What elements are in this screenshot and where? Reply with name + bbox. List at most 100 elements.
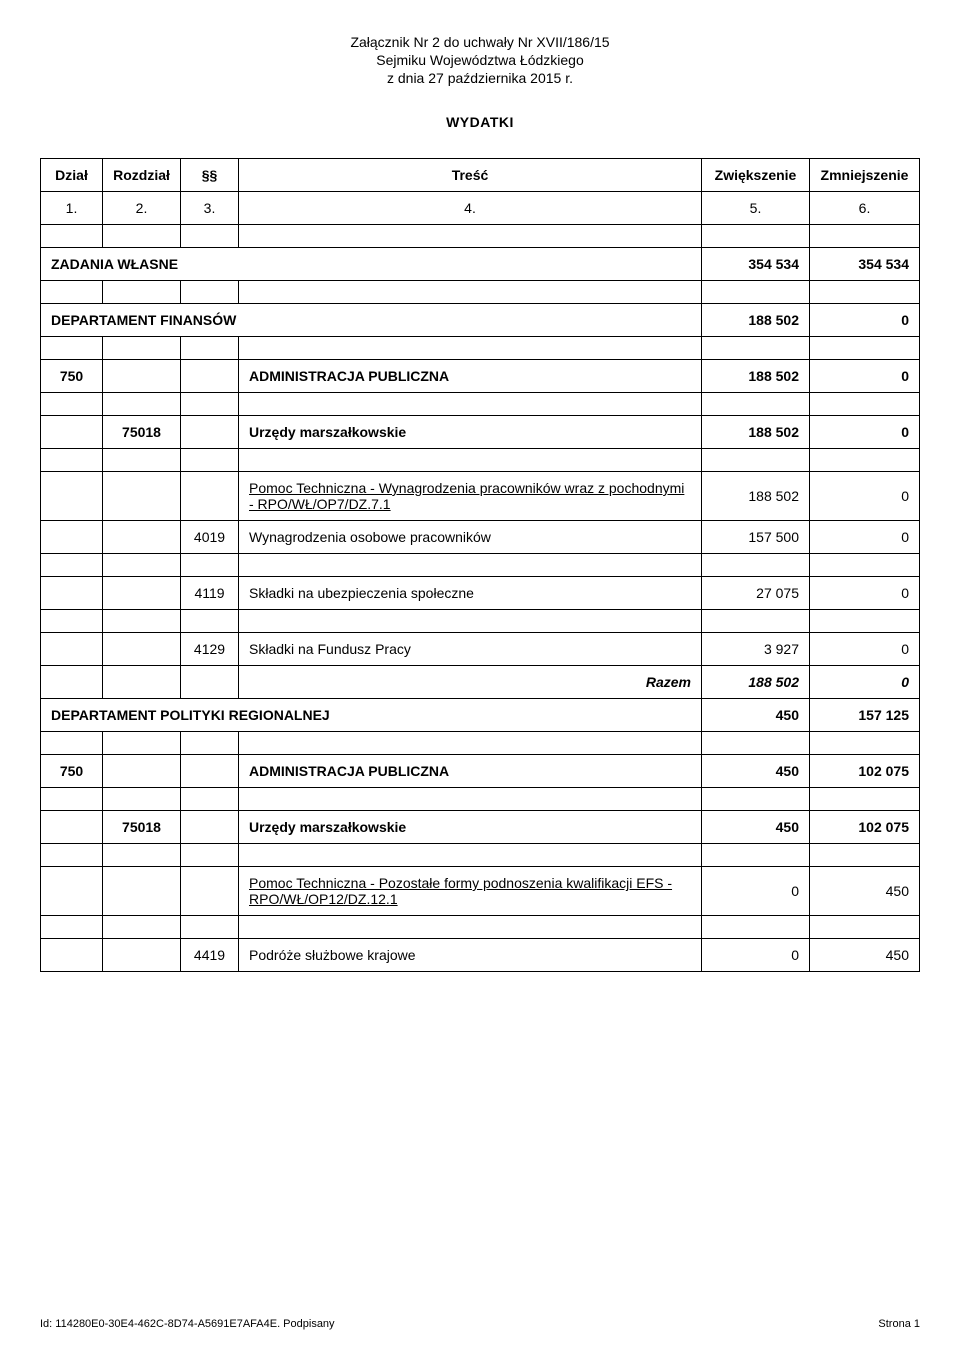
header-line-1: Załącznik Nr 2 do uchwały Nr XVII/186/15 bbox=[40, 34, 920, 50]
cell-empty bbox=[103, 939, 181, 972]
cell-label: DEPARTAMENT POLITYKI REGIONALNEJ bbox=[41, 699, 702, 732]
col-header-zmniejszenie: Zmniejszenie bbox=[810, 159, 920, 192]
row-4119: 4119 Składki na ubezpieczenia społeczne … bbox=[41, 577, 920, 610]
cell-para: 4119 bbox=[181, 577, 239, 610]
cell-label: Razem bbox=[239, 666, 702, 699]
cell-empty bbox=[41, 577, 103, 610]
cell-zw: 354 534 bbox=[702, 248, 810, 281]
cell-empty bbox=[41, 867, 103, 916]
cell-empty bbox=[41, 521, 103, 554]
cell-empty bbox=[103, 666, 181, 699]
cell-label: DEPARTAMENT FINANSÓW bbox=[41, 304, 702, 337]
cell-zw: 0 bbox=[702, 939, 810, 972]
cell-empty bbox=[103, 755, 181, 788]
spacer-row bbox=[41, 844, 920, 867]
expenditure-table: Dział Rozdział §§ Treść Zwiększenie Zmni… bbox=[40, 158, 920, 972]
cell-zm: 157 125 bbox=[810, 699, 920, 732]
cell-empty bbox=[103, 472, 181, 521]
spacer-row bbox=[41, 281, 920, 304]
col-header-para: §§ bbox=[181, 159, 239, 192]
spacer-row bbox=[41, 788, 920, 811]
cell-label: ADMINISTRACJA PUBLICZNA bbox=[239, 360, 702, 393]
cell-zm: 0 bbox=[810, 633, 920, 666]
cell-zm: 450 bbox=[810, 867, 920, 916]
document-title: WYDATKI bbox=[40, 114, 920, 130]
cell-rozdzial: 75018 bbox=[103, 416, 181, 449]
cell-empty bbox=[181, 811, 239, 844]
row-4419: 4419 Podróże służbowe krajowe 0 450 bbox=[41, 939, 920, 972]
cell-label: Pomoc Techniczna - Wynagrodzenia pracown… bbox=[239, 472, 702, 521]
colnum-2: 2. bbox=[103, 192, 181, 225]
cell-zw: 188 502 bbox=[702, 304, 810, 337]
cell-empty bbox=[103, 577, 181, 610]
cell-dzial: 750 bbox=[41, 755, 103, 788]
row-admin-publiczna-1: 750 ADMINISTRACJA PUBLICZNA 188 502 0 bbox=[41, 360, 920, 393]
colnum-3: 3. bbox=[181, 192, 239, 225]
row-admin-publiczna-2: 750 ADMINISTRACJA PUBLICZNA 450 102 075 bbox=[41, 755, 920, 788]
row-pomoc-techniczna-2: Pomoc Techniczna - Pozostałe formy podno… bbox=[41, 867, 920, 916]
colnum-5: 5. bbox=[702, 192, 810, 225]
cell-zw: 188 502 bbox=[702, 472, 810, 521]
cell-empty bbox=[103, 521, 181, 554]
document-header: Załącznik Nr 2 do uchwały Nr XVII/186/15… bbox=[40, 34, 920, 86]
spacer-row bbox=[41, 610, 920, 633]
col-header-dzial: Dział bbox=[41, 159, 103, 192]
row-departament-polityki-regionalnej: DEPARTAMENT POLITYKI REGIONALNEJ 450 157… bbox=[41, 699, 920, 732]
cell-label: Wynagrodzenia osobowe pracowników bbox=[239, 521, 702, 554]
spacer-row bbox=[41, 393, 920, 416]
row-pomoc-techniczna-1: Pomoc Techniczna - Wynagrodzenia pracown… bbox=[41, 472, 920, 521]
cell-label: Urzędy marszałkowskie bbox=[239, 811, 702, 844]
cell-empty bbox=[103, 867, 181, 916]
col-header-zwiekszenie: Zwiększenie bbox=[702, 159, 810, 192]
cell-zm: 0 bbox=[810, 472, 920, 521]
spacer-row bbox=[41, 554, 920, 577]
cell-empty bbox=[103, 633, 181, 666]
table-header-row: Dział Rozdział §§ Treść Zwiększenie Zmni… bbox=[41, 159, 920, 192]
cell-label: Składki na ubezpieczenia społeczne bbox=[239, 577, 702, 610]
cell-empty bbox=[181, 867, 239, 916]
row-zadania-wlasne: ZADANIA WŁASNE 354 534 354 534 bbox=[41, 248, 920, 281]
cell-zm: 0 bbox=[810, 577, 920, 610]
cell-zw: 188 502 bbox=[702, 666, 810, 699]
page-footer: Id: 114280E0-30E4-462C-8D74-A5691E7AFA4E… bbox=[40, 1318, 920, 1330]
cell-zw: 450 bbox=[702, 699, 810, 732]
cell-zm: 0 bbox=[810, 521, 920, 554]
cell-zm: 0 bbox=[810, 416, 920, 449]
cell-empty bbox=[41, 811, 103, 844]
footer-id: Id: 114280E0-30E4-462C-8D74-A5691E7AFA4E… bbox=[40, 1318, 335, 1330]
header-line-3: z dnia 27 października 2015 r. bbox=[40, 70, 920, 86]
cell-zm: 102 075 bbox=[810, 755, 920, 788]
col-header-rozdzial: Rozdział bbox=[103, 159, 181, 192]
cell-zm: 450 bbox=[810, 939, 920, 972]
cell-zw: 157 500 bbox=[702, 521, 810, 554]
cell-para: 4419 bbox=[181, 939, 239, 972]
row-razem: Razem 188 502 0 bbox=[41, 666, 920, 699]
spacer-row bbox=[41, 449, 920, 472]
cell-zm: 354 534 bbox=[810, 248, 920, 281]
cell-zw: 188 502 bbox=[702, 416, 810, 449]
row-4019: 4019 Wynagrodzenia osobowe pracowników 1… bbox=[41, 521, 920, 554]
column-number-row: 1. 2. 3. 4. 5. 6. bbox=[41, 192, 920, 225]
footer-page-number: Strona 1 bbox=[878, 1318, 920, 1330]
cell-empty bbox=[181, 472, 239, 521]
cell-para: 4019 bbox=[181, 521, 239, 554]
cell-zm: 102 075 bbox=[810, 811, 920, 844]
cell-empty bbox=[41, 416, 103, 449]
cell-label: ADMINISTRACJA PUBLICZNA bbox=[239, 755, 702, 788]
spacer-row bbox=[41, 732, 920, 755]
cell-label: Podróże służbowe krajowe bbox=[239, 939, 702, 972]
cell-empty bbox=[181, 416, 239, 449]
spacer-row bbox=[41, 225, 920, 248]
spacer-row bbox=[41, 337, 920, 360]
cell-zm: 0 bbox=[810, 360, 920, 393]
cell-label: Urzędy marszałkowskie bbox=[239, 416, 702, 449]
colnum-4: 4. bbox=[239, 192, 702, 225]
colnum-6: 6. bbox=[810, 192, 920, 225]
cell-zw: 188 502 bbox=[702, 360, 810, 393]
cell-empty bbox=[41, 939, 103, 972]
header-line-2: Sejmiku Województwa Łódzkiego bbox=[40, 52, 920, 68]
cell-empty bbox=[181, 666, 239, 699]
cell-empty bbox=[181, 360, 239, 393]
cell-empty bbox=[41, 472, 103, 521]
cell-label: ZADANIA WŁASNE bbox=[41, 248, 702, 281]
